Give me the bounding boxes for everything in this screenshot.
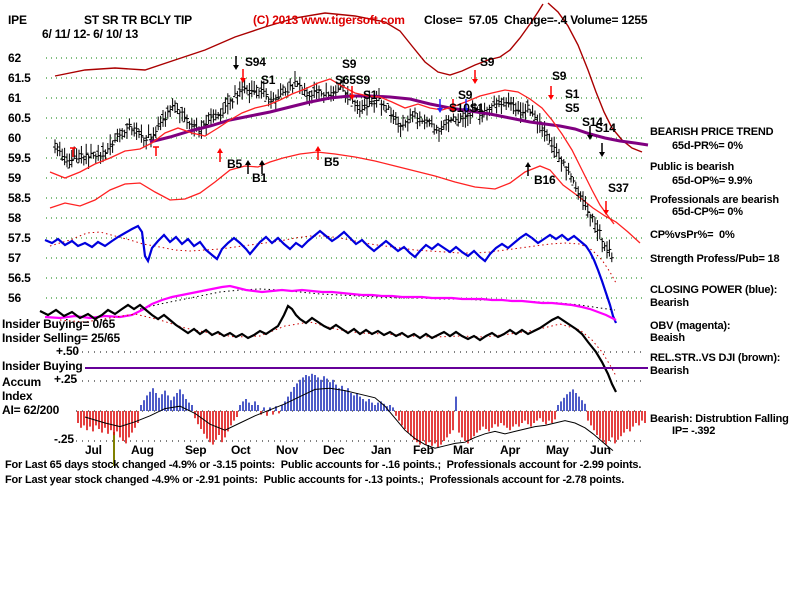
obv-heading: OBV (magenta): (650, 320, 731, 332)
relstr-heading: REL.STR..VS DJI (brown): (650, 352, 781, 364)
insider-buying-line-label: Insider Buying (2, 359, 83, 373)
ip-value: IP= -.392 (672, 425, 716, 437)
ai-value: AI= 62/200 (2, 403, 60, 417)
accum-label: Accum (2, 375, 42, 389)
distribution-status: Bearish: Distrubtion Falling (650, 413, 789, 425)
insider-selling-count: Insider Selling= 25/65 (2, 331, 120, 345)
cp-vs-pr: CP%vsPr%= 0% (650, 229, 735, 241)
chart-title: ST SR TR BCLY TIP (84, 13, 192, 27)
quote-summary: Close= 57.05 Change=-.4 Volume= 1255 (424, 13, 648, 27)
closing-power-status: Bearish (650, 297, 689, 309)
public-sentiment: Public is bearish (650, 161, 735, 173)
relstr-status: Bearish (650, 365, 689, 377)
plus50-level-label: +.50 (56, 344, 79, 358)
cp-percent: 65d-CP%= 0% (672, 206, 743, 218)
summary-line-year: For Last year stock changed -4.9% or -2.… (5, 474, 625, 486)
strength-ratio: Strength Profess/Pub= 18 (650, 253, 780, 265)
pr-percent: 65d-PR%= 0% (672, 140, 743, 152)
plus25-level-label: +.25 (54, 372, 77, 386)
copyright-text: (C) 2013 www.tigersoft.com (253, 13, 405, 27)
professionals-sentiment: Professionals are bearish (650, 194, 779, 206)
price-trend-heading: BEARISH PRICE TREND (650, 126, 774, 138)
closing-power-heading: CLOSING POWER (blue): (650, 284, 778, 296)
insider-buying-count: Insider Buying= 0/65 (2, 317, 116, 331)
date-range: 6/ 11/ 12- 6/ 10/ 13 (42, 27, 139, 41)
ticker-symbol: IPE (8, 13, 27, 27)
index-label: Index (2, 389, 33, 403)
obv-status: Beaish (650, 332, 685, 344)
minus25-level-label: -.25 (54, 432, 74, 446)
summary-line-65d: For Last 65 days stock changed -4.9% or … (5, 459, 642, 471)
op-percent: 65d-OP%= 9.9% (672, 175, 753, 187)
